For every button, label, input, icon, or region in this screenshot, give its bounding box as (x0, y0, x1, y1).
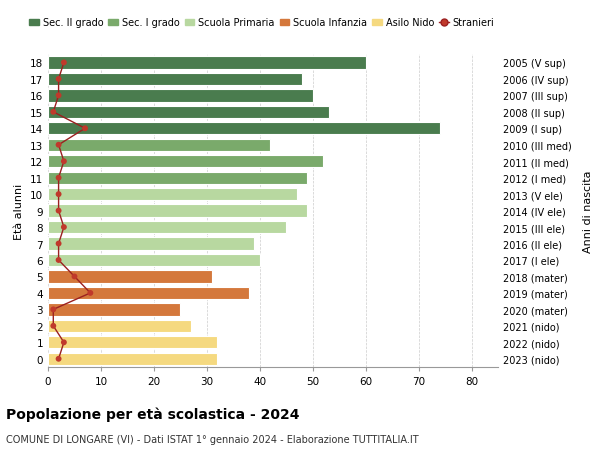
Bar (48, 73, 302, 86)
Bar (48, 287, 249, 299)
Bar (48, 353, 217, 365)
Bar (48, 123, 440, 135)
Point (59, 339, 68, 346)
Y-axis label: Età alunni: Età alunni (14, 183, 25, 239)
Point (80, 125, 90, 133)
Bar (48, 205, 307, 217)
Bar (48, 106, 329, 119)
Point (54, 257, 64, 264)
Text: Popolazione per età scolastica - 2024: Popolazione per età scolastica - 2024 (6, 406, 299, 421)
Point (54, 174, 64, 182)
Point (54, 76, 64, 84)
Bar (48, 336, 217, 349)
Point (59, 224, 68, 231)
Bar (48, 221, 286, 234)
Point (70, 273, 79, 280)
Bar (48, 271, 212, 283)
Point (59, 60, 68, 67)
Legend: Sec. II grado, Sec. I grado, Scuola Primaria, Scuola Infanzia, Asilo Nido, Stran: Sec. II grado, Sec. I grado, Scuola Prim… (25, 15, 498, 32)
Bar (48, 139, 271, 151)
Bar (48, 320, 191, 332)
Point (54, 92, 64, 100)
Point (86, 290, 95, 297)
Bar (48, 156, 323, 168)
Text: COMUNE DI LONGARE (VI) - Dati ISTAT 1° gennaio 2024 - Elaborazione TUTTITALIA.IT: COMUNE DI LONGARE (VI) - Dati ISTAT 1° g… (6, 434, 419, 444)
Point (59, 158, 68, 166)
Bar (48, 172, 307, 185)
Bar (48, 254, 260, 267)
Point (54, 355, 64, 363)
Bar (48, 189, 297, 201)
Point (54, 142, 64, 149)
Point (49, 323, 58, 330)
Point (49, 109, 58, 116)
Point (54, 191, 64, 198)
Bar (48, 238, 254, 250)
Y-axis label: Anni di nascita: Anni di nascita (583, 170, 593, 252)
Point (54, 241, 64, 248)
Bar (48, 90, 313, 102)
Point (54, 207, 64, 215)
Bar (48, 303, 181, 316)
Bar (48, 57, 365, 69)
Point (49, 306, 58, 313)
